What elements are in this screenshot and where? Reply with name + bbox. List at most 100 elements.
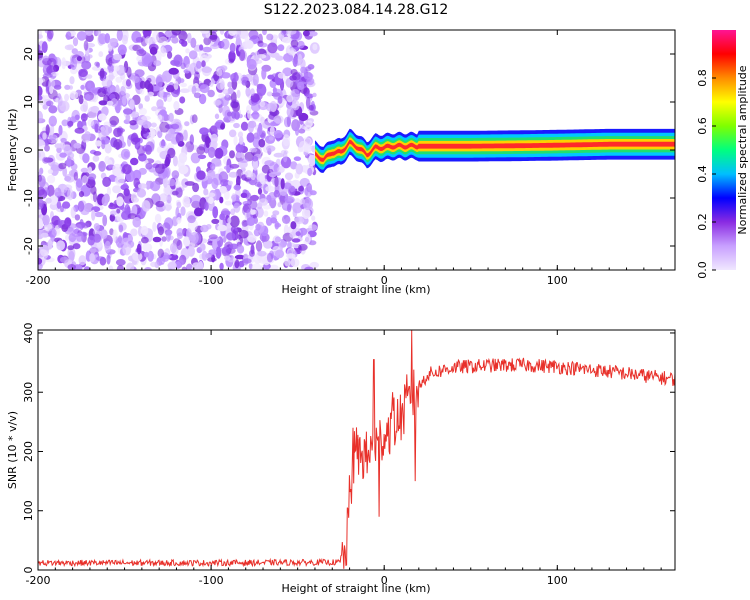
colorbar-gradient	[712, 30, 736, 270]
noise-speckle	[123, 151, 130, 158]
noise-speckle	[290, 39, 299, 48]
noise-speckle	[304, 120, 313, 128]
noise-speckle	[217, 224, 228, 232]
noise-speckle	[54, 187, 62, 198]
noise-speckle	[155, 76, 163, 89]
noise-speckle	[96, 256, 105, 261]
noise-speckle	[260, 116, 265, 125]
noise-speckle	[76, 56, 82, 62]
noise-speckle	[156, 99, 164, 109]
noise-speckle	[207, 192, 216, 198]
noise-speckle	[304, 266, 314, 270]
noise-speckle	[122, 164, 132, 175]
noise-speckle	[219, 30, 225, 35]
noise-speckle	[38, 218, 43, 228]
noise-speckle	[298, 243, 308, 251]
noise-speckle	[47, 169, 54, 175]
noise-speckle	[123, 188, 130, 197]
noise-speckle	[152, 221, 157, 232]
noise-speckle	[157, 248, 164, 258]
noise-speckle	[191, 85, 197, 95]
noise-speckle	[180, 82, 188, 88]
noise-speckle	[72, 37, 79, 47]
noise-speckle	[263, 240, 273, 249]
noise-speckle	[305, 233, 311, 245]
noise-speckle	[298, 128, 306, 134]
spectrogram-xtick-label: 100	[547, 274, 568, 287]
noise-speckle	[196, 60, 202, 69]
noise-speckle	[252, 136, 261, 149]
noise-speckle	[203, 36, 211, 46]
noise-speckle	[168, 67, 179, 75]
noise-speckle	[312, 92, 317, 98]
noise-speckle	[302, 30, 310, 37]
noise-speckle	[224, 190, 230, 200]
noise-speckle	[73, 264, 83, 270]
colorbar-tick-label: 0.0	[696, 261, 709, 279]
noise-speckle	[167, 147, 176, 159]
noise-speckle	[179, 88, 190, 93]
noise-speckle	[252, 73, 259, 86]
noise-speckle	[168, 112, 174, 122]
noise-speckle	[38, 198, 44, 210]
noise-speckle	[67, 245, 74, 251]
noise-speckle	[60, 137, 67, 143]
noise-speckle	[97, 87, 107, 98]
noise-speckle	[154, 213, 162, 224]
noise-speckle	[241, 219, 248, 227]
noise-speckle	[169, 242, 177, 254]
noise-speckle	[62, 167, 68, 177]
noise-speckle	[56, 240, 66, 251]
noise-speckle	[207, 89, 215, 98]
noise-speckle	[291, 100, 300, 111]
noise-speckle	[59, 152, 67, 158]
noise-speckle	[187, 32, 192, 44]
noise-speckle	[99, 68, 105, 79]
noise-speckle	[199, 243, 206, 251]
noise-speckle	[157, 226, 164, 236]
noise-speckle	[85, 178, 96, 189]
noise-speckle	[173, 54, 183, 67]
noise-speckle	[292, 202, 303, 214]
noise-speckle	[309, 261, 319, 269]
noise-speckle	[219, 213, 225, 221]
noise-speckle	[38, 139, 46, 150]
noise-speckle	[265, 216, 273, 226]
noise-speckle	[75, 224, 83, 230]
noise-speckle	[115, 259, 126, 266]
spectrogram-xtick-label: -200	[26, 274, 51, 287]
noise-speckle	[187, 246, 195, 257]
noise-speckle	[287, 241, 292, 249]
noise-speckle	[219, 196, 224, 204]
noise-speckle	[238, 229, 249, 239]
noise-speckle	[291, 238, 301, 243]
noise-speckle	[78, 191, 85, 198]
noise-speckle	[194, 71, 200, 81]
noise-speckle	[286, 94, 294, 103]
noise-speckle	[67, 264, 76, 270]
snr-frame	[37, 329, 676, 571]
noise-speckle	[238, 136, 244, 145]
spectrogram-ytick-label: 0	[22, 147, 35, 154]
noise-speckle	[48, 228, 57, 239]
noise-speckle	[147, 91, 154, 97]
noise-speckle	[149, 46, 158, 56]
noise-speckle	[108, 203, 118, 210]
noise-speckle	[113, 65, 120, 72]
noise-speckle	[68, 233, 77, 243]
noise-speckle	[177, 259, 184, 266]
noise-speckle	[277, 72, 286, 79]
noise-speckle	[265, 102, 276, 112]
noise-speckle	[112, 229, 117, 242]
noise-speckle	[155, 200, 165, 208]
spectrogram-ytick-label: 20	[22, 47, 35, 61]
noise-speckle	[121, 34, 128, 45]
snr-ylabel: SNR (10 * v/v)	[6, 411, 19, 489]
noise-speckle	[145, 180, 151, 190]
noise-speckle	[117, 44, 127, 55]
noise-speckle	[57, 219, 63, 228]
noise-speckle	[58, 95, 63, 107]
noise-speckle	[116, 126, 124, 137]
noise-speckle	[259, 101, 266, 107]
